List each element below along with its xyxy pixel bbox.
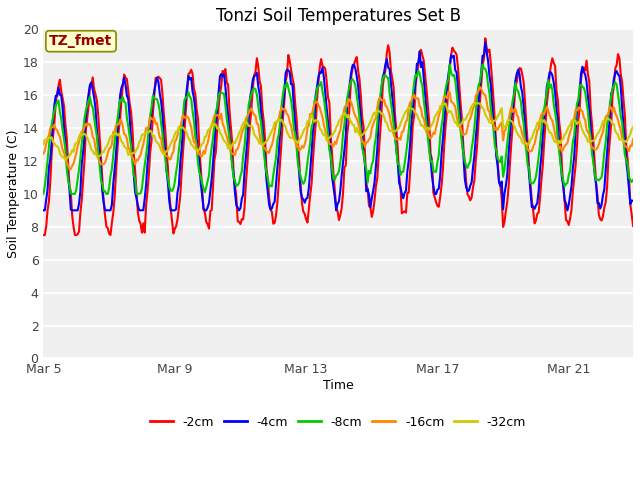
Title: Tonzi Soil Temperatures Set B: Tonzi Soil Temperatures Set B bbox=[216, 7, 461, 25]
-32cm bbox=[629, 124, 637, 130]
-32cm bbox=[509, 120, 516, 125]
-8cm bbox=[495, 158, 503, 164]
-4cm bbox=[381, 61, 389, 67]
-16cm bbox=[629, 136, 637, 142]
-32cm bbox=[40, 141, 47, 147]
-4cm bbox=[581, 72, 589, 77]
Line: -16cm: -16cm bbox=[44, 87, 633, 169]
Legend: -2cm, -4cm, -8cm, -16cm, -32cm: -2cm, -4cm, -8cm, -16cm, -32cm bbox=[145, 411, 531, 434]
-2cm bbox=[508, 140, 515, 146]
-16cm bbox=[86, 122, 94, 128]
Line: -4cm: -4cm bbox=[44, 42, 633, 210]
-2cm bbox=[381, 67, 389, 73]
-8cm bbox=[450, 72, 458, 78]
-2cm bbox=[629, 223, 637, 229]
-32cm bbox=[450, 117, 458, 122]
-8cm bbox=[40, 191, 47, 197]
-2cm bbox=[84, 103, 92, 109]
Line: -32cm: -32cm bbox=[44, 103, 633, 160]
-8cm bbox=[629, 177, 637, 183]
Y-axis label: Soil Temperature (C): Soil Temperature (C) bbox=[7, 130, 20, 258]
-32cm bbox=[582, 134, 590, 140]
-4cm bbox=[495, 179, 503, 185]
-4cm bbox=[40, 207, 47, 213]
-16cm bbox=[509, 109, 516, 115]
-32cm bbox=[383, 120, 390, 126]
-4cm bbox=[629, 198, 637, 204]
-32cm bbox=[497, 108, 504, 114]
Text: TZ_fmet: TZ_fmet bbox=[49, 34, 113, 48]
-16cm bbox=[66, 166, 74, 172]
-8cm bbox=[508, 107, 515, 113]
Line: -2cm: -2cm bbox=[44, 38, 633, 235]
-16cm bbox=[582, 127, 590, 132]
-8cm bbox=[581, 89, 589, 95]
-4cm bbox=[449, 55, 456, 60]
-2cm bbox=[481, 36, 489, 41]
-4cm bbox=[481, 39, 489, 45]
-2cm bbox=[495, 178, 503, 183]
-8cm bbox=[84, 97, 92, 103]
-16cm bbox=[383, 104, 390, 109]
-16cm bbox=[40, 151, 47, 156]
-32cm bbox=[470, 100, 478, 106]
-32cm bbox=[61, 157, 69, 163]
-8cm bbox=[381, 72, 389, 78]
-8cm bbox=[446, 61, 454, 67]
-32cm bbox=[86, 142, 94, 148]
X-axis label: Time: Time bbox=[323, 379, 354, 392]
-16cm bbox=[450, 101, 458, 107]
-2cm bbox=[581, 68, 589, 73]
-2cm bbox=[449, 45, 456, 50]
-16cm bbox=[497, 121, 504, 127]
-2cm bbox=[40, 232, 47, 238]
-16cm bbox=[476, 84, 484, 90]
-4cm bbox=[84, 91, 92, 97]
Line: -8cm: -8cm bbox=[44, 64, 633, 194]
-4cm bbox=[508, 116, 515, 121]
